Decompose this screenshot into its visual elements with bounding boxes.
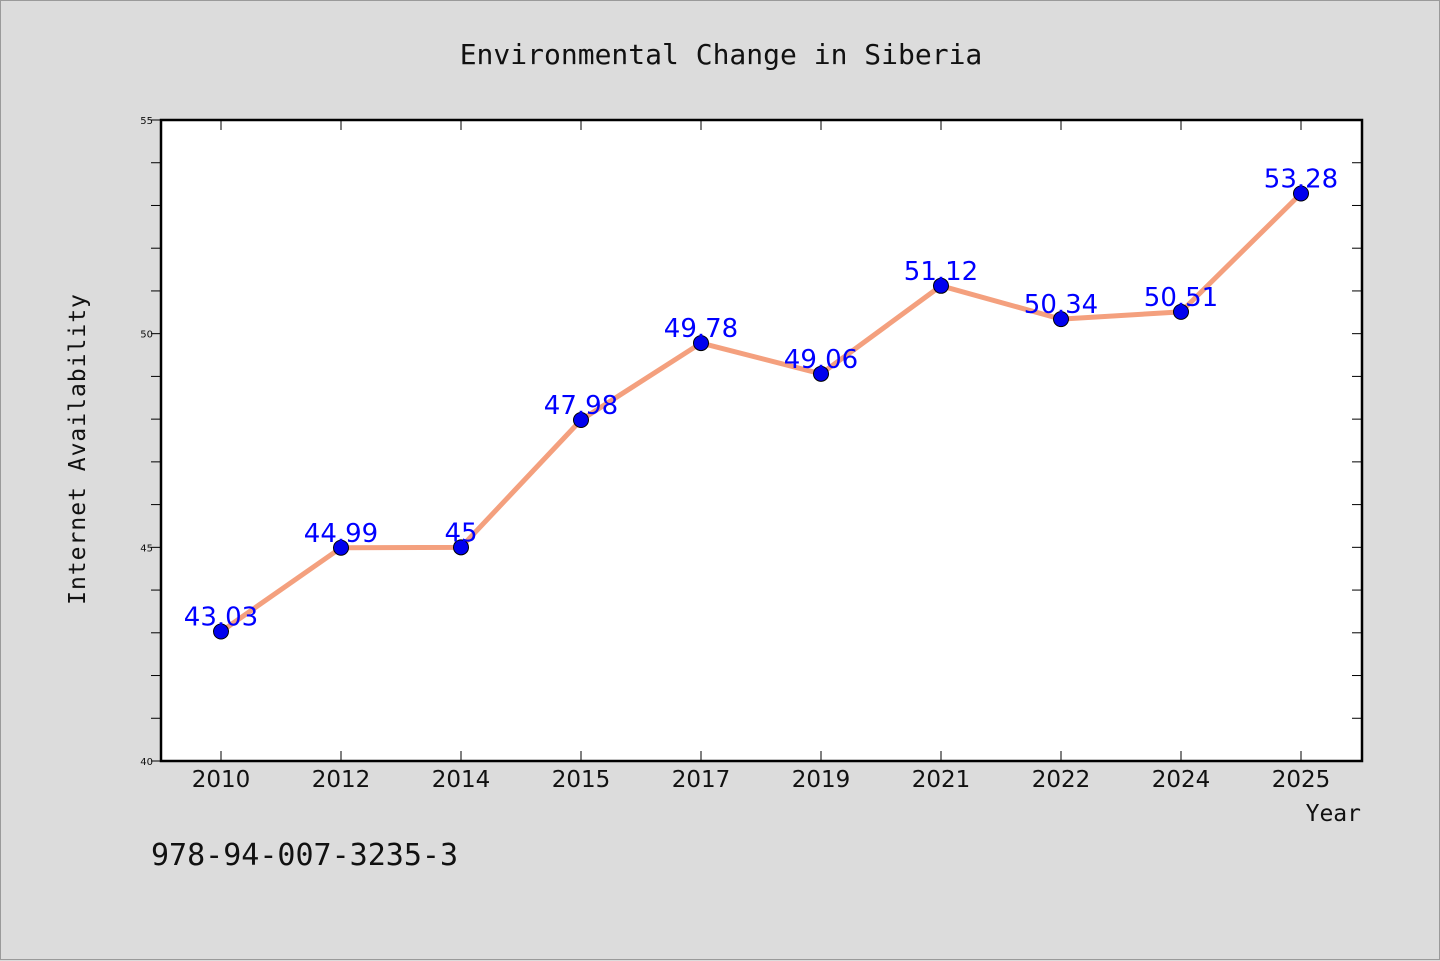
y-axis-ticks: 40 45 50 55 bbox=[140, 116, 1362, 768]
x-tick-label: 2021 bbox=[912, 767, 971, 793]
data-label: 49.78 bbox=[664, 314, 738, 344]
x-tick-label: 2014 bbox=[432, 767, 491, 793]
x-tick-label: 2015 bbox=[552, 767, 611, 793]
data-point bbox=[693, 335, 709, 352]
series-line bbox=[218, 191, 1304, 635]
x-tick-label: 2019 bbox=[792, 767, 851, 793]
x-tick-label: 2017 bbox=[672, 767, 731, 793]
y-tick-label: 50 bbox=[140, 330, 153, 341]
y-axis-label: Internet Availability bbox=[65, 293, 91, 605]
data-point bbox=[1173, 303, 1189, 320]
data-point bbox=[813, 365, 829, 382]
data-label: 45 bbox=[444, 518, 477, 548]
data-point bbox=[1053, 311, 1069, 328]
data-point bbox=[333, 539, 349, 556]
x-tick-label: 2024 bbox=[1152, 767, 1211, 793]
series-internet-availability: 43.03 44.99 45 47.98 49.78 49.06 51.12 50.34 50.… bbox=[184, 165, 1338, 640]
x-tick-label: 2010 bbox=[192, 767, 251, 793]
data-point bbox=[1293, 185, 1309, 202]
data-label: 53.28 bbox=[1264, 165, 1338, 195]
footer-code: 978-94-007-3235-3 bbox=[151, 838, 458, 873]
chart-title: Environmental Change in Siberia bbox=[460, 38, 983, 71]
data-point bbox=[933, 277, 949, 294]
x-axis-ticks: 2010 2012 2014 2015 2017 2019 2021 2022 2024 2025 bbox=[192, 120, 1331, 793]
data-label: 47.98 bbox=[544, 391, 618, 421]
y-tick-label: 45 bbox=[140, 543, 153, 554]
data-label: 51.12 bbox=[904, 257, 978, 287]
data-label: 49.06 bbox=[784, 345, 858, 375]
data-point bbox=[213, 623, 229, 640]
data-label: 50.51 bbox=[1144, 283, 1218, 313]
data-label: 43.03 bbox=[184, 603, 258, 633]
data-label: 50.34 bbox=[1024, 290, 1098, 320]
x-tick-label: 2022 bbox=[1032, 767, 1091, 793]
plot-area bbox=[159, 118, 1364, 763]
data-point bbox=[453, 539, 469, 556]
data-label: 44.99 bbox=[304, 519, 378, 549]
y-tick-label: 40 bbox=[140, 757, 153, 768]
data-point bbox=[573, 411, 589, 428]
y-tick-label: 55 bbox=[140, 116, 153, 127]
x-axis-label: Year bbox=[1306, 801, 1361, 827]
x-tick-label: 2025 bbox=[1272, 767, 1331, 793]
x-tick-label: 2012 bbox=[312, 767, 371, 793]
